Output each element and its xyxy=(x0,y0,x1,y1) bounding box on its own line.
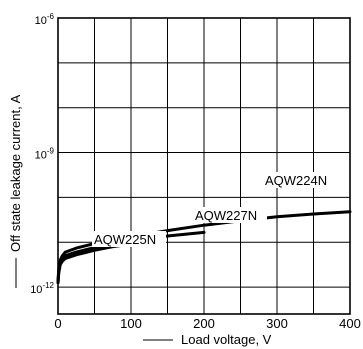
series-labels: AQW224N AQW227N AQW225N xyxy=(92,172,335,247)
plot-frame xyxy=(57,17,351,315)
y-tick-label: 10-12 xyxy=(30,281,54,296)
x-tick-labels: 0 100 200 300 400 xyxy=(54,316,360,331)
series-label-background xyxy=(193,207,267,223)
series-label: AQW224N xyxy=(265,173,327,188)
series-label-background xyxy=(263,172,335,188)
y-tick-label: 10-6 xyxy=(35,12,55,27)
x-tick-label: 400 xyxy=(339,316,361,331)
series-label: AQW227N xyxy=(195,208,257,223)
y-axis-title: Off state leakage current, A xyxy=(8,94,23,288)
grid xyxy=(57,17,351,314)
y-tick-labels: 10-12 10-9 10-6 xyxy=(30,12,54,296)
series-label-background xyxy=(92,231,166,247)
x-tick-label: 200 xyxy=(193,316,215,331)
x-axis-label: Load voltage, V xyxy=(181,332,272,347)
y-axis-label: Off state leakage current, A xyxy=(8,94,23,252)
series-label: AQW225N xyxy=(94,232,156,247)
y-tick-label: 10-9 xyxy=(35,147,55,162)
x-tick-label: 300 xyxy=(266,316,288,331)
x-tick-label: 0 xyxy=(54,316,61,331)
series-line xyxy=(56,242,133,285)
x-tick-label: 100 xyxy=(120,316,142,331)
